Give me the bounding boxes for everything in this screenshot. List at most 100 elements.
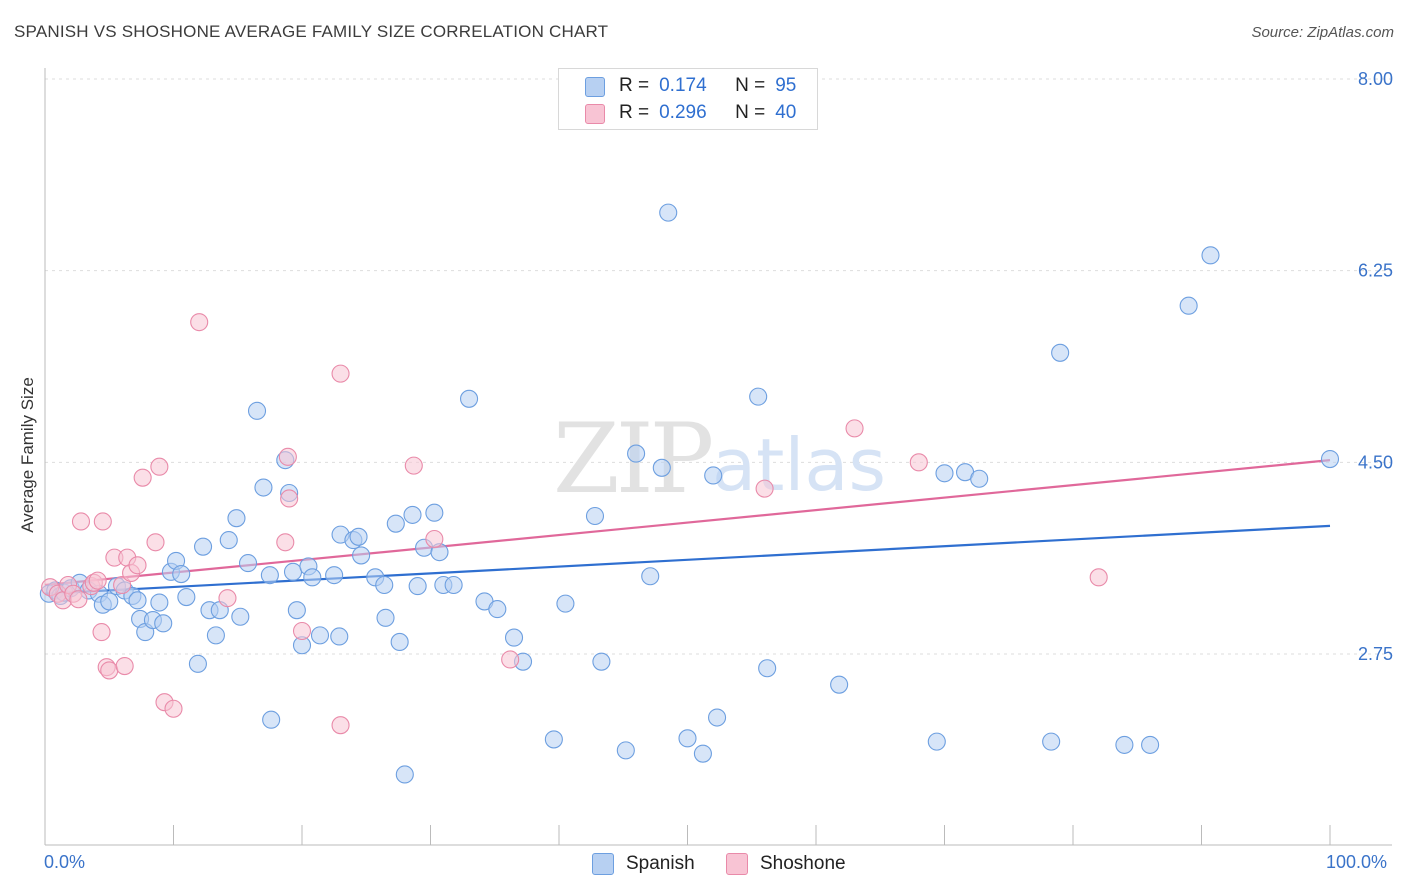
point-shoshone [128, 556, 147, 575]
point-spanish [100, 592, 119, 611]
point-spanish [616, 741, 635, 760]
point-shoshone [190, 313, 209, 332]
point-shoshone [115, 656, 134, 676]
point-shoshone [278, 447, 297, 466]
trend-line-spanish [44, 524, 1331, 595]
point-shoshone [276, 533, 295, 552]
point-spanish [287, 601, 306, 620]
point-shoshone [113, 575, 132, 595]
point-spanish [935, 464, 954, 483]
point-shoshone [100, 661, 119, 680]
point-spanish [641, 567, 660, 586]
point-spanish [227, 509, 246, 528]
point-spanish [704, 466, 723, 485]
point-spanish [206, 626, 225, 645]
point-shoshone [88, 571, 107, 590]
point-spanish [231, 607, 250, 626]
point-shoshone [501, 650, 520, 669]
legend-n-label: N = [735, 75, 766, 96]
point-shoshone [845, 419, 864, 438]
y-tick-label: 2.75 [1358, 644, 1393, 664]
point-spanish [652, 458, 671, 477]
point-spanish [1115, 735, 1134, 754]
point-shoshone [93, 512, 112, 531]
point-spanish [283, 562, 303, 581]
bottom-legend-label-spanish: Spanish [626, 853, 695, 874]
point-spanish [128, 591, 147, 610]
point-spanish [247, 401, 267, 420]
point-shoshone [331, 716, 350, 735]
point-shoshone [133, 468, 152, 487]
legend-box: R = 0.174 N = 95 R = 0.296 N = 40 [558, 68, 818, 130]
point-shoshone [71, 512, 91, 531]
spanish-swatch [592, 853, 614, 875]
x-tick-label-min: 0.0% [44, 852, 86, 872]
point-spanish [1051, 343, 1070, 362]
point-spanish [1179, 296, 1198, 315]
point-spanish [1141, 735, 1160, 754]
point-shoshone [404, 456, 423, 475]
point-shoshone [69, 590, 88, 609]
source-label: Source: ZipAtlas.com [1251, 24, 1394, 41]
point-spanish [375, 575, 394, 595]
shoshone-swatch [726, 853, 748, 875]
point-spanish [830, 675, 849, 694]
y-tick-label: 4.50 [1358, 452, 1393, 472]
point-spanish [627, 444, 646, 463]
point-spanish [1042, 732, 1061, 751]
point-spanish [504, 628, 524, 647]
point-spanish [459, 389, 479, 408]
point-spanish [678, 729, 697, 748]
point-spanish [970, 469, 989, 488]
point-spanish [758, 659, 777, 678]
point-spanish [349, 527, 368, 546]
point-spanish [150, 593, 169, 612]
gridlines [45, 78, 1392, 655]
point-spanish [1320, 449, 1340, 469]
point-spanish [254, 478, 273, 497]
point-shoshone [292, 621, 312, 641]
bottom-legend-shoshone: Shoshone [726, 851, 846, 877]
point-spanish [154, 614, 173, 633]
point-spanish [238, 554, 258, 573]
point-shoshone [280, 489, 299, 508]
bottom-legend-label-shoshone: Shoshone [760, 853, 846, 874]
legend-r-value-shoshone: 0.296 [659, 102, 707, 123]
point-spanish [219, 531, 238, 550]
point-shoshone [150, 457, 169, 476]
point-spanish [177, 587, 196, 607]
point-spanish [592, 652, 611, 671]
point-spanish [488, 600, 507, 619]
point-spanish [408, 577, 427, 596]
bottom-legend-spanish: Spanish [592, 851, 695, 877]
legend-r-label: R = [619, 75, 650, 96]
point-spanish [444, 575, 463, 595]
y-tick-labels: 2.75 4.50 6.25 8.00 [1358, 69, 1393, 664]
spanish-swatch [585, 77, 605, 97]
point-shoshone [92, 623, 111, 642]
point-spanish [1201, 246, 1220, 265]
point-spanish [749, 387, 768, 406]
point-spanish [325, 566, 344, 585]
legend-n-value-spanish: 95 [775, 75, 797, 96]
point-shoshone [218, 589, 237, 608]
point-spanish [352, 546, 371, 565]
point-shoshone [425, 529, 444, 549]
point-spanish [395, 765, 414, 784]
point-shoshone [755, 479, 774, 498]
y-tick-label: 8.00 [1358, 69, 1393, 89]
point-spanish [262, 710, 281, 729]
point-shoshone [164, 699, 183, 718]
point-spanish [544, 730, 563, 749]
point-shoshone [909, 453, 928, 472]
point-spanish [693, 744, 712, 763]
legend-r-value-spanish: 0.174 [659, 75, 707, 96]
chart-title: SPANISH VS SHOSHONE AVERAGE FAMILY SIZE … [14, 22, 609, 41]
point-spanish [194, 537, 213, 556]
y-tick-label: 6.25 [1358, 261, 1393, 281]
point-shoshone [1089, 568, 1108, 587]
point-spanish [376, 608, 395, 627]
point-spanish [556, 594, 575, 613]
point-spanish [659, 203, 678, 222]
